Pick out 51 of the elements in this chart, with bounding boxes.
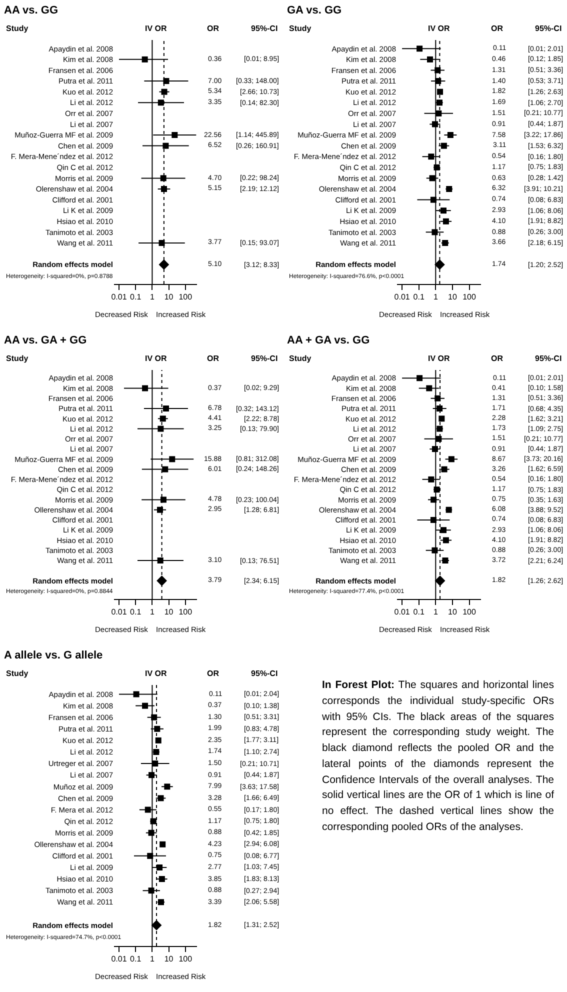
chart-title: AA vs. GA + GG xyxy=(4,334,87,347)
text: IV OR xyxy=(428,24,450,33)
text: IV OR xyxy=(428,354,450,363)
x-tick-label: 0.01 xyxy=(111,608,128,617)
text: OR xyxy=(207,669,220,678)
x-tick-label: 100 xyxy=(178,954,193,964)
x-tick-label: 1 xyxy=(150,954,155,964)
text: IV OR xyxy=(145,669,168,678)
text: 95%-CI xyxy=(251,354,278,363)
text: OR xyxy=(207,24,220,33)
x-tick-label: 1 xyxy=(433,608,438,617)
x-tick-label: 10 xyxy=(448,292,458,302)
x-tick-label: 0.01 xyxy=(394,608,410,617)
chart-title: AA vs. GG xyxy=(4,4,58,17)
x-tick-label: 10 xyxy=(448,608,458,617)
text: IV OR xyxy=(145,354,168,363)
chart-title: A allele vs. G allele xyxy=(4,650,103,662)
x-tick-label: 10 xyxy=(164,292,174,302)
x-tick-label: 100 xyxy=(178,608,193,617)
text: OR xyxy=(207,354,220,363)
text: 95%-CI xyxy=(251,669,278,678)
text: 95%-CI xyxy=(535,24,562,33)
text: Study xyxy=(289,354,312,363)
x-tick-label: 0.1 xyxy=(130,954,142,964)
text: Study xyxy=(6,354,29,363)
x-tick-label: 10 xyxy=(164,608,174,617)
x-tick-label: 1 xyxy=(433,292,438,302)
text: 95%-CI xyxy=(251,24,278,33)
x-tick-label: 0.1 xyxy=(413,292,425,302)
text: OR xyxy=(491,354,504,363)
x-tick-label: 100 xyxy=(178,292,193,302)
x-tick-label: 0.01 xyxy=(111,292,128,302)
x-tick-label: 1 xyxy=(150,608,155,617)
text: Study xyxy=(6,669,29,678)
text: Study xyxy=(6,24,29,33)
x-tick-label: 0.01 xyxy=(111,954,128,964)
chart-title: GA vs. GG xyxy=(287,4,342,17)
chart-title: AA + GA vs. GG xyxy=(287,334,370,347)
x-tick-label: 0.01 xyxy=(394,292,410,302)
x-tick-label: 100 xyxy=(462,608,476,617)
text: IV OR xyxy=(145,24,168,33)
text: In Forest Plot: xyxy=(322,679,395,691)
text: OR xyxy=(491,24,504,33)
x-tick-label: 100 xyxy=(462,292,476,302)
x-tick-label: 10 xyxy=(164,954,174,964)
x-tick-label: 0.1 xyxy=(130,608,142,617)
text: 95%-CI xyxy=(535,354,562,363)
x-tick-label: 0.1 xyxy=(130,292,142,302)
x-tick-label: 0.1 xyxy=(413,608,425,617)
text: Study xyxy=(289,24,312,33)
x-tick-label: 1 xyxy=(150,292,155,302)
